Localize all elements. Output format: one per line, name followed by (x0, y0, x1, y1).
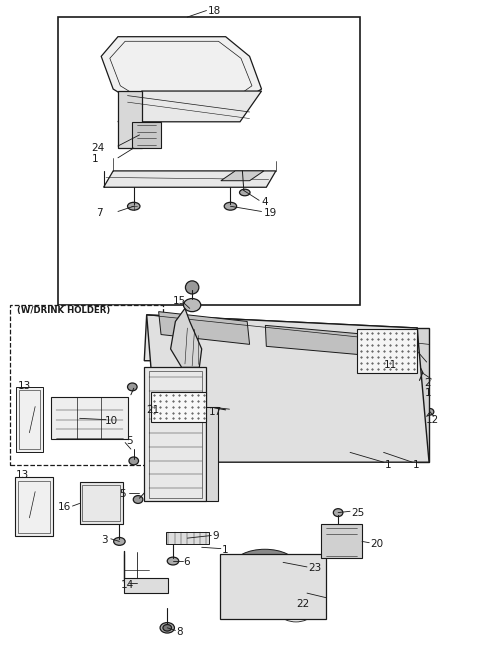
Text: 1: 1 (92, 154, 98, 164)
Text: 8: 8 (176, 626, 183, 637)
Text: 13: 13 (17, 380, 31, 390)
Text: 25: 25 (351, 508, 364, 518)
Polygon shape (417, 328, 429, 462)
Ellipse shape (114, 537, 125, 545)
Text: 12: 12 (426, 415, 439, 424)
Polygon shape (322, 524, 362, 558)
Text: 10: 10 (105, 416, 118, 426)
Polygon shape (170, 308, 202, 367)
Text: 20: 20 (370, 539, 384, 549)
Text: 17: 17 (209, 407, 222, 417)
Text: 18: 18 (208, 6, 221, 16)
Text: 9: 9 (212, 531, 219, 541)
Polygon shape (147, 315, 429, 462)
Text: 1: 1 (222, 545, 228, 555)
Text: 21: 21 (147, 405, 160, 415)
Ellipse shape (183, 298, 201, 312)
Polygon shape (221, 171, 264, 180)
Text: 7: 7 (96, 209, 103, 218)
Polygon shape (124, 578, 168, 593)
Ellipse shape (234, 565, 270, 599)
Text: 16: 16 (58, 502, 72, 512)
Text: 23: 23 (308, 564, 321, 573)
Text: 24: 24 (92, 143, 105, 153)
Text: 6: 6 (183, 557, 190, 567)
Ellipse shape (426, 409, 434, 415)
Text: 1: 1 (413, 461, 420, 470)
Text: 4: 4 (262, 197, 268, 207)
Ellipse shape (128, 202, 140, 210)
Text: 19: 19 (264, 208, 277, 218)
Polygon shape (166, 532, 209, 544)
Polygon shape (15, 478, 53, 536)
Polygon shape (16, 387, 43, 453)
Text: 1: 1 (384, 461, 391, 470)
Polygon shape (158, 312, 250, 344)
Polygon shape (51, 397, 128, 440)
Polygon shape (144, 315, 417, 361)
Polygon shape (144, 367, 206, 501)
Ellipse shape (278, 576, 314, 610)
Ellipse shape (234, 549, 296, 581)
Polygon shape (220, 554, 326, 619)
Text: 15: 15 (173, 295, 186, 306)
Ellipse shape (167, 557, 179, 565)
Text: 13: 13 (16, 470, 29, 480)
Text: 22: 22 (297, 599, 310, 609)
Text: 3: 3 (101, 535, 108, 545)
FancyBboxPatch shape (58, 17, 360, 305)
Text: 14: 14 (121, 580, 134, 590)
Ellipse shape (163, 625, 171, 631)
Text: 11: 11 (384, 359, 397, 370)
Ellipse shape (224, 202, 237, 210)
Ellipse shape (271, 568, 321, 618)
Ellipse shape (240, 189, 250, 195)
Polygon shape (104, 171, 276, 187)
Ellipse shape (129, 457, 139, 465)
Ellipse shape (128, 383, 137, 391)
Polygon shape (118, 91, 262, 122)
Ellipse shape (416, 379, 423, 385)
Text: 5: 5 (126, 436, 132, 445)
Ellipse shape (185, 281, 199, 294)
Polygon shape (132, 122, 161, 148)
Polygon shape (118, 91, 142, 148)
Text: (W/DRINK HOLDER): (W/DRINK HOLDER) (17, 306, 111, 315)
Text: 1: 1 (425, 388, 432, 398)
Text: 2: 2 (425, 378, 432, 388)
Polygon shape (80, 482, 123, 524)
Text: 5: 5 (120, 489, 126, 499)
Ellipse shape (211, 402, 223, 411)
FancyBboxPatch shape (10, 305, 163, 466)
Ellipse shape (160, 623, 174, 633)
Polygon shape (101, 37, 262, 102)
Polygon shape (357, 329, 417, 373)
Ellipse shape (227, 557, 277, 607)
Polygon shape (152, 392, 206, 422)
Ellipse shape (133, 495, 143, 503)
Ellipse shape (333, 508, 343, 516)
Polygon shape (206, 407, 218, 501)
Polygon shape (265, 325, 369, 356)
